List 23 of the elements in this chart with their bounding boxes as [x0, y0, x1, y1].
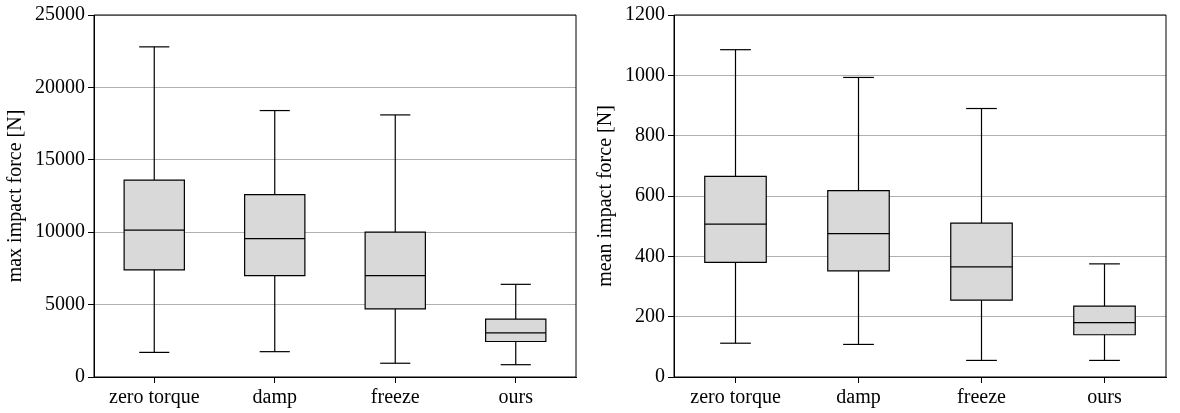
- y-tick-label: 800: [635, 122, 665, 145]
- x-tick-label: damp: [252, 385, 297, 409]
- y-tick-label: 10000: [35, 219, 85, 242]
- y-tick-label: 5000: [45, 291, 85, 314]
- y-tick-label: 1000: [625, 62, 665, 85]
- x-tick-label: ours: [1087, 385, 1122, 408]
- y-tick-label: 25000: [35, 2, 85, 25]
- x-tick-label: freeze: [370, 385, 420, 408]
- y-tick-label: 600: [635, 183, 665, 206]
- y-tick-label: 200: [635, 303, 665, 326]
- y-tick-label: 1200: [625, 2, 665, 25]
- y-tick-label: 20000: [35, 74, 85, 97]
- y-axis-title: mean impact force [N]: [593, 105, 617, 287]
- y-tick-label: 0: [655, 364, 665, 387]
- x-tick-label: ours: [498, 385, 534, 408]
- y-tick-label: 400: [635, 243, 665, 266]
- y-tick-label: 0: [75, 364, 85, 387]
- y-tick-label: 15000: [35, 147, 85, 170]
- x-tick-label: zero torque: [108, 385, 200, 409]
- x-tick-label: freeze: [957, 385, 1007, 408]
- x-tick-label: zero torque: [690, 385, 781, 409]
- y-axis-title: max impact force [N]: [3, 109, 27, 283]
- x-tick-label: damp: [836, 385, 881, 409]
